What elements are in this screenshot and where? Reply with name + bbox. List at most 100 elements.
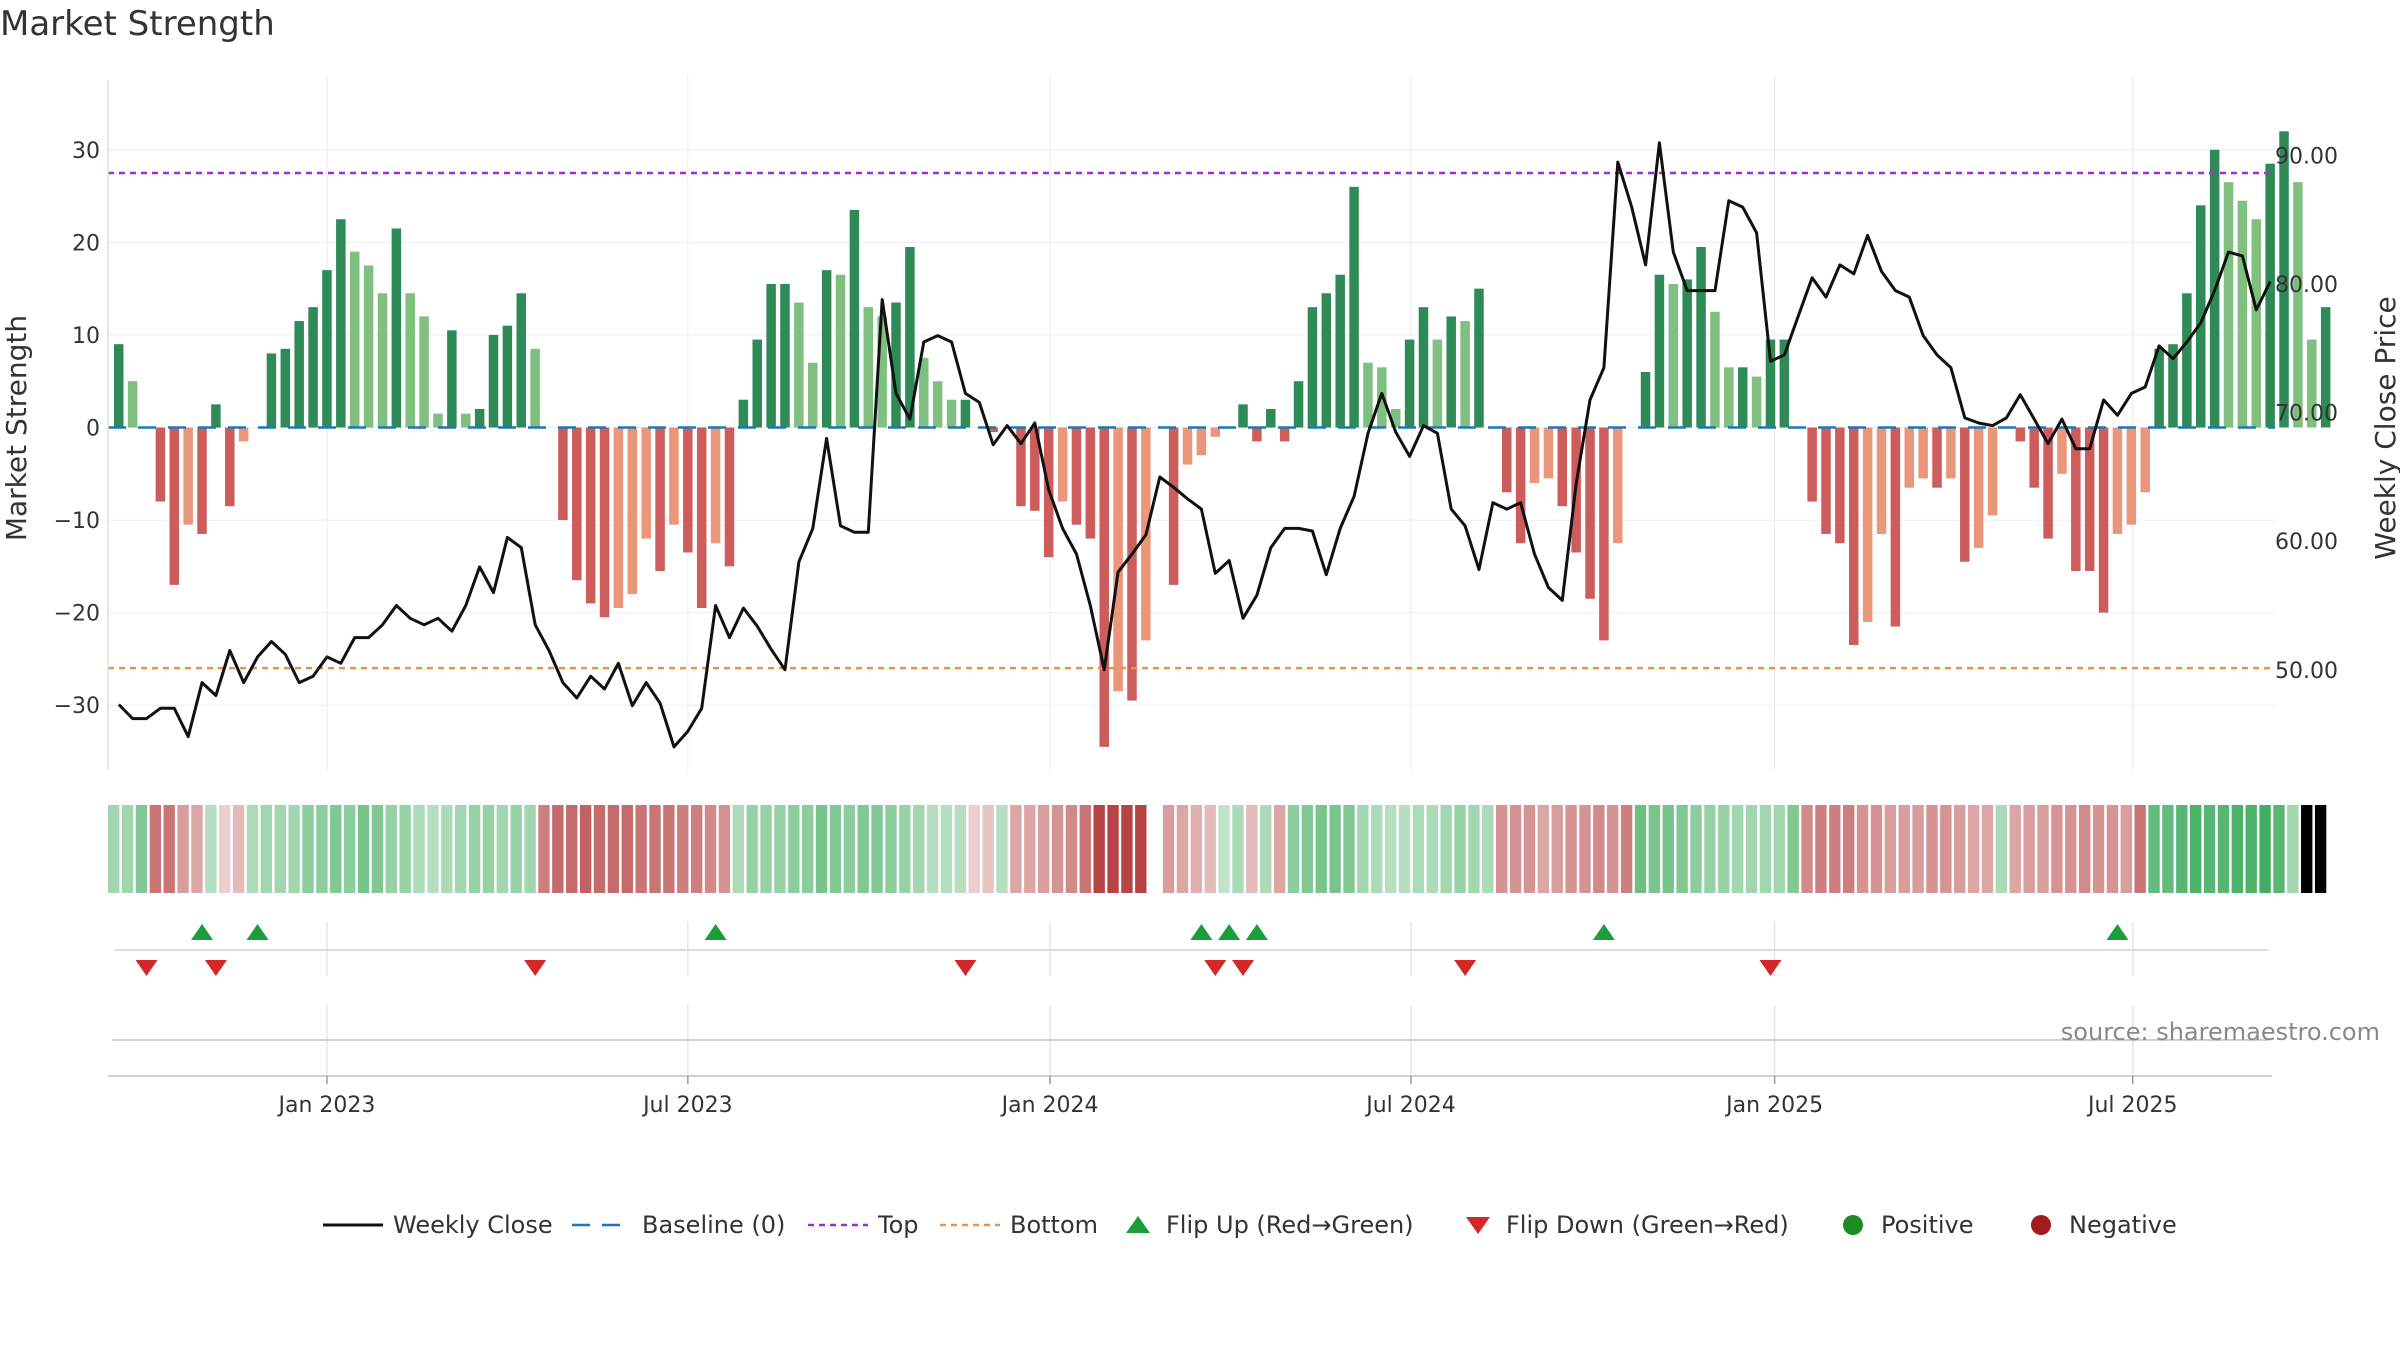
strength-bar [1404,339,1415,428]
legend-item-bottom: Bottom [940,1211,1098,1239]
heat-cell [1246,805,1258,893]
strength-bar [211,404,221,428]
flip-down-marker [1454,960,1477,976]
heat-cell [690,805,703,893]
heat-cell [1107,805,1119,893]
strength-bar [1973,427,1984,548]
legend-label: Flip Up (Red→Green) [1166,1211,1414,1239]
heat-cell [1121,805,1133,893]
heat-cell [2273,805,2285,893]
strength-bar [1071,427,1082,525]
axes: −30 −20 −10 0 10 20 30 50.00 60.00 70.00 80.00 90.0… [0,80,2400,770]
strength-bar [1668,284,1679,428]
strength-bar [1557,427,1568,507]
heat-cell [149,805,162,893]
heat-cell [1815,805,1827,893]
legend-item-flip_down: Flip Down (Green→Red) [1466,1211,1789,1239]
heat-cell [1856,805,1869,893]
heat-cell [1954,805,1966,893]
strength-bar [2126,427,2137,525]
strength-bar [1307,307,1318,428]
heat-cell [1398,805,1411,893]
legend-label: Positive [1881,1211,1974,1239]
flip-up-marker [1592,924,1615,940]
heat-cell [302,805,314,893]
heat-cell [1190,805,1203,893]
strength-bar [433,413,443,428]
strength-bar [336,219,346,428]
heat-cell [732,805,744,893]
strength-bar [2071,427,2081,571]
heat-cell [2065,805,2077,893]
legend-label: Negative [2069,1211,2177,1239]
heat-cell [1509,805,1522,893]
legend-item-positive: Positive [1843,1211,1974,1239]
heat-cell [760,805,772,893]
strength-bar [821,270,832,428]
heat-cell [1620,805,1633,893]
strength-bar [363,265,374,428]
y-tick-label: −30 [54,694,100,719]
heat-cell [330,805,342,893]
strength-bar [1085,427,1096,539]
strength-bar [1432,339,1443,428]
heat-cell [1579,805,1591,893]
strength-bar [641,427,651,539]
strength-bar [2279,131,2289,428]
legend-item-baseline: Baseline (0) [572,1211,785,1239]
strength-bar [1196,427,1207,456]
heat-cell [2301,805,2313,893]
strength-heat-strip [108,805,2327,893]
strength-bar [516,293,527,428]
strength-bar [1724,367,1734,428]
heat-cell [635,805,647,893]
strength-bar [1446,316,1456,428]
strength-bar [2084,427,2095,571]
strength-bar [1335,274,1345,428]
strength-bar [891,302,901,428]
heat-cell [1440,805,1452,893]
strength-bar [1654,274,1665,428]
heat-cell [510,805,522,893]
heat-cell [1648,805,1661,893]
heat-cell [1384,805,1397,893]
heat-cell [1065,805,1078,893]
strength-bar [1182,427,1193,465]
legend-circle-swatch [1843,1215,1863,1235]
y-axis-title: Market Strength [0,315,33,541]
strength-bar [835,274,846,428]
chart-legend: Weekly Close Baseline (0) Top Bottom Flip Up… [323,1211,2177,1239]
strength-bar [1474,288,1484,428]
heat-cell [1565,805,1577,893]
strength-bar [1279,427,1290,442]
heat-cell [829,805,842,893]
strength-bar [322,270,332,428]
strength-bar [155,427,166,502]
heat-cell [815,805,828,893]
heat-cell [441,805,453,893]
heat-cell [1454,805,1466,893]
y2-tick-label: 70.00 [2275,402,2338,427]
heat-cell [996,805,1008,893]
heat-cell [579,805,592,893]
heat-cell [704,805,717,893]
heat-cell [1176,805,1189,893]
heat-cell [1093,805,1105,893]
heat-cell [1204,805,1216,893]
heat-cell [593,805,606,893]
heat-cell [2190,805,2202,893]
heat-cell [1981,805,1994,893]
strength-bar [2251,219,2262,428]
strength-bar [2320,307,2331,428]
source-label: source: sharemaestro.com [2061,1018,2380,1046]
heat-cell [2051,805,2063,893]
strength-bar [1266,408,1276,428]
heat-cell [524,805,536,893]
heat-cell [1940,805,1952,893]
heat-cell [899,805,911,893]
strength-bar [1543,427,1554,479]
flip-down-marker [954,960,977,976]
strength-bar [1529,427,1540,484]
strength-bar [2098,427,2109,613]
strength-bar [349,251,360,428]
